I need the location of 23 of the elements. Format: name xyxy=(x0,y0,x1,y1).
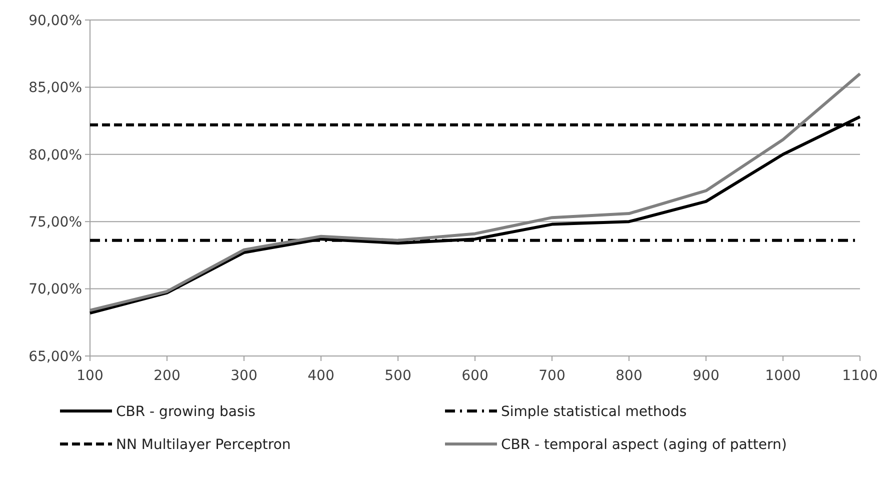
x-tick-label: 500 xyxy=(384,368,412,384)
legend-label: Simple statistical methods xyxy=(501,404,687,420)
y-tick-label: 80,00% xyxy=(28,147,82,164)
y-tick-label: 65,00% xyxy=(28,348,82,365)
legend-label: CBR - growing basis xyxy=(116,404,256,420)
line-series xyxy=(88,72,862,312)
y-tick-label: 70,00% xyxy=(28,282,82,298)
x-tick-label: 400 xyxy=(308,368,334,384)
x-tick-label: 300 xyxy=(230,368,258,384)
y-tick-label: 75,00% xyxy=(28,214,82,230)
x-tick-label: 100 xyxy=(76,368,104,384)
x-tick-label: 1000 xyxy=(765,368,801,384)
legend-label: CBR - temporal aspect (aging of pattern) xyxy=(501,436,787,453)
x-tick-label: 600 xyxy=(462,368,488,384)
x-tick-label: 800 xyxy=(616,368,642,384)
x-tick-label: 900 xyxy=(692,368,720,384)
y-tick-label: 85,00% xyxy=(28,80,82,96)
x-tick-label: 700 xyxy=(538,368,566,384)
legend-label: NN Multilayer Perceptron xyxy=(116,436,291,453)
y-tick-label: 90,00% xyxy=(28,12,82,29)
x-tick-label: 200 xyxy=(154,368,180,384)
x-tick-label: 1100 xyxy=(842,368,878,384)
line-series xyxy=(88,115,862,314)
